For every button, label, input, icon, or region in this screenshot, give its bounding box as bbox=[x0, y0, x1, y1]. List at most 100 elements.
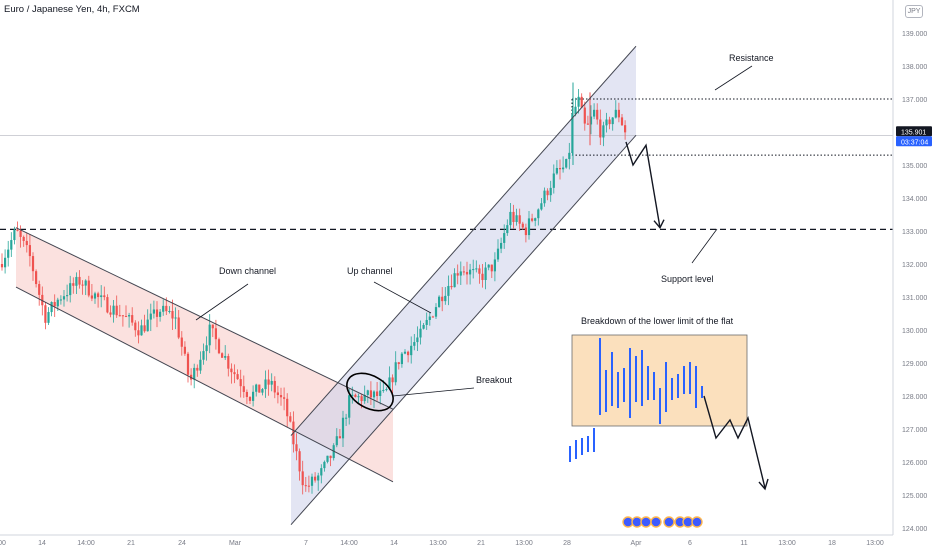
chart-title: Euro / Japanese Yen, 4h, FXCM bbox=[4, 4, 140, 15]
candle-body bbox=[450, 285, 453, 288]
candle bbox=[90, 283, 93, 302]
candle-body bbox=[543, 190, 546, 204]
candle bbox=[31, 252, 35, 281]
candle bbox=[593, 103, 596, 120]
candle bbox=[174, 307, 177, 330]
candle bbox=[410, 336, 413, 364]
candle bbox=[143, 314, 146, 333]
price-tick-label: 138.000 bbox=[902, 64, 927, 71]
candle-body bbox=[469, 269, 472, 275]
candle-body bbox=[546, 190, 549, 196]
candle-body bbox=[44, 305, 47, 323]
candle-body bbox=[599, 119, 602, 138]
price-tick-label: 137.000 bbox=[902, 97, 927, 104]
candle bbox=[493, 252, 496, 282]
candle bbox=[555, 160, 558, 175]
candle-body bbox=[624, 125, 627, 133]
candle bbox=[363, 385, 366, 404]
candle-body bbox=[109, 312, 112, 315]
level-lines bbox=[0, 98, 893, 231]
breakout-ellipse bbox=[346, 372, 394, 412]
candle-body bbox=[317, 475, 320, 481]
last-price-value: 135.901 bbox=[901, 129, 926, 136]
candle bbox=[304, 476, 307, 492]
candle-body bbox=[62, 296, 66, 300]
candle-body bbox=[496, 248, 500, 260]
candle-body bbox=[568, 152, 571, 160]
candle bbox=[137, 321, 140, 344]
candle bbox=[400, 352, 403, 368]
candle bbox=[301, 460, 304, 495]
candle-body bbox=[596, 109, 599, 120]
candle-body bbox=[416, 337, 419, 343]
candle-body bbox=[555, 168, 558, 174]
price-tick-label: 134.000 bbox=[902, 196, 927, 203]
time-tick-label: 21 bbox=[477, 540, 485, 547]
candle bbox=[205, 336, 208, 361]
candle-body bbox=[146, 319, 149, 332]
candle bbox=[22, 235, 25, 247]
last-price-badge bbox=[896, 126, 932, 137]
candle bbox=[456, 264, 459, 285]
candle bbox=[335, 428, 338, 448]
candle bbox=[397, 361, 400, 370]
candle bbox=[596, 103, 599, 125]
candle-body bbox=[531, 218, 534, 221]
candle bbox=[298, 448, 301, 481]
candle bbox=[4, 249, 7, 274]
candle bbox=[16, 221, 19, 232]
candle-body bbox=[298, 451, 301, 472]
candle-body bbox=[134, 322, 137, 331]
candle bbox=[199, 351, 202, 374]
candle bbox=[211, 324, 214, 338]
candle-body bbox=[422, 324, 425, 329]
price-tick-label: 128.000 bbox=[902, 394, 927, 401]
candle bbox=[35, 269, 38, 288]
candle-body bbox=[41, 294, 44, 306]
candle-body bbox=[19, 230, 22, 237]
candle-body bbox=[128, 315, 131, 317]
candle-body bbox=[580, 96, 583, 108]
candle-body bbox=[326, 455, 329, 462]
candle bbox=[307, 475, 310, 493]
candle bbox=[317, 472, 320, 491]
candle bbox=[462, 266, 465, 276]
candle bbox=[289, 412, 292, 423]
countdown-value: 03:37:04 bbox=[901, 139, 928, 146]
candle bbox=[134, 320, 137, 337]
candle bbox=[527, 210, 531, 240]
candle-body bbox=[273, 380, 276, 393]
currency-badge[interactable]: JPY bbox=[905, 5, 923, 18]
candle bbox=[314, 472, 317, 483]
candle bbox=[286, 393, 289, 428]
time-tick-label: Apr bbox=[631, 540, 643, 547]
candle bbox=[428, 312, 431, 326]
candle-body bbox=[165, 305, 168, 312]
candle-body bbox=[137, 330, 140, 336]
candle bbox=[283, 387, 286, 411]
candle bbox=[196, 364, 199, 377]
candle-body bbox=[75, 276, 78, 286]
candle-body bbox=[283, 397, 286, 399]
candle-body bbox=[363, 394, 366, 402]
candle-body bbox=[438, 296, 441, 308]
candle-body bbox=[236, 374, 239, 380]
candle bbox=[503, 224, 506, 249]
time-tick-label: 7 bbox=[304, 540, 308, 547]
candle bbox=[490, 264, 493, 279]
candle-body bbox=[208, 324, 211, 346]
candle-body bbox=[100, 295, 103, 298]
candle-body bbox=[78, 276, 81, 285]
time-tick-label: 00 bbox=[0, 540, 6, 547]
candle-body bbox=[376, 391, 379, 396]
candle-body bbox=[22, 236, 25, 241]
candle bbox=[500, 237, 503, 254]
candle-body bbox=[351, 394, 354, 396]
candle bbox=[586, 115, 589, 125]
candle bbox=[146, 309, 149, 332]
label-up-channel: Up channel bbox=[347, 266, 393, 276]
price-tick-label: 129.000 bbox=[902, 361, 927, 368]
channel-fill bbox=[291, 46, 636, 525]
price-tick-label: 125.000 bbox=[902, 493, 927, 500]
